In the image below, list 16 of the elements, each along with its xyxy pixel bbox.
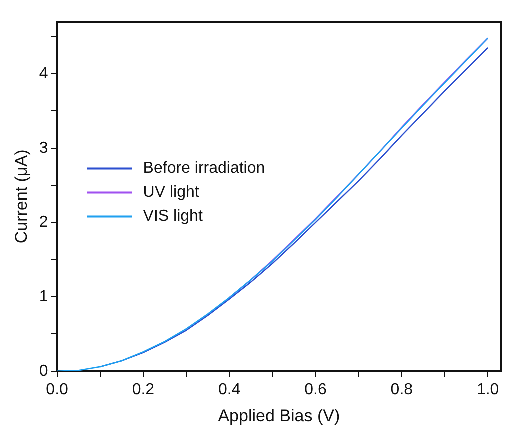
x-tick-label: 1.0 — [476, 381, 500, 398]
y-tick-label: 2 — [39, 214, 48, 232]
x-axis-title: Applied Bias (V) — [218, 406, 340, 426]
legend-label: UV light — [143, 184, 200, 202]
legend-label: VIS light — [143, 208, 204, 226]
x-tick-label: 0.0 — [46, 381, 69, 398]
legend-label: Before irradiation — [143, 160, 266, 178]
x-tick-label: 0.4 — [218, 381, 241, 398]
y-tick-label: 3 — [39, 140, 48, 157]
x-tick-label: 0.6 — [304, 381, 327, 398]
y-tick-label: 4 — [39, 65, 48, 82]
y-tick-label: 1 — [39, 288, 48, 306]
y-tick-label: 0 — [39, 362, 48, 380]
x-tick-label: 0.2 — [132, 381, 155, 398]
y-axis-title: Current (μA) — [12, 150, 31, 244]
x-tick-label: 0.8 — [390, 381, 414, 398]
